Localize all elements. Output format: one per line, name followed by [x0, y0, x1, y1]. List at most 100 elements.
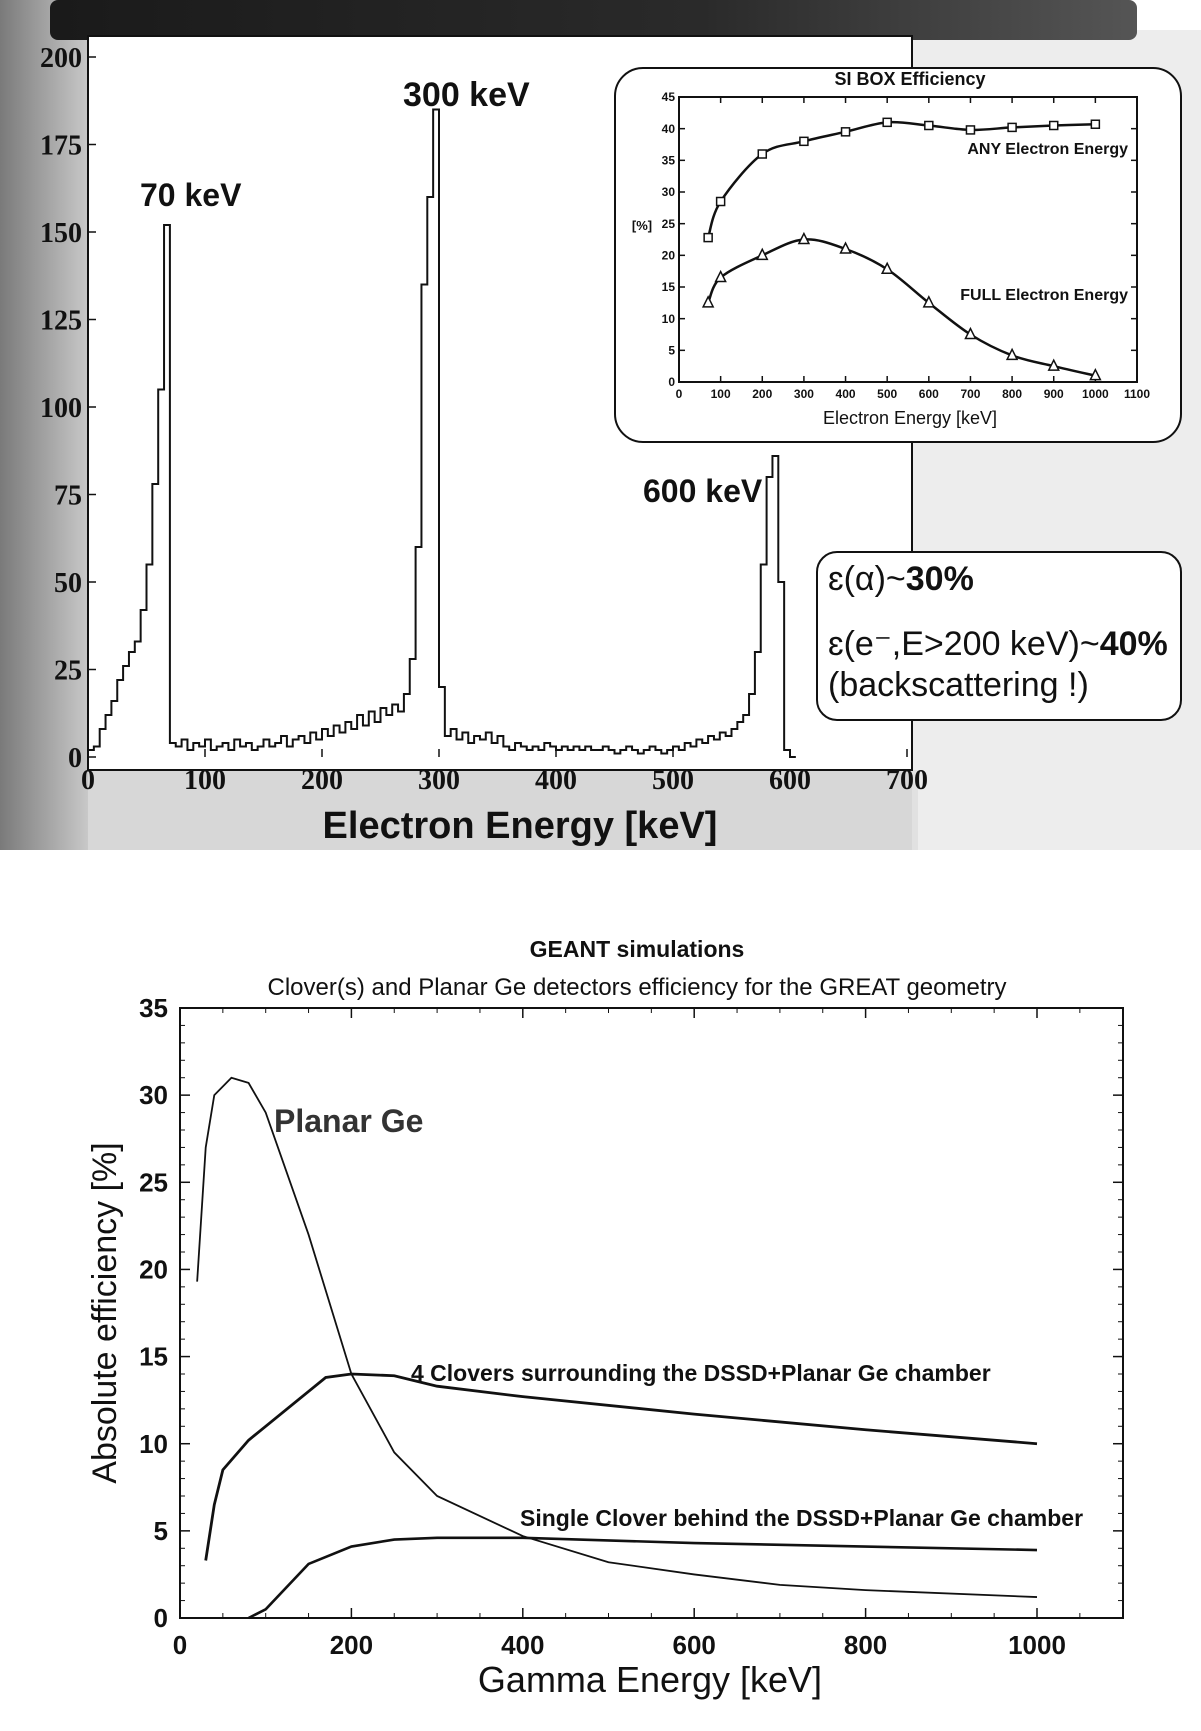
- square-marker: [757, 149, 768, 159]
- inset-plot-frame: [678, 96, 1138, 383]
- x-tick-label: 800: [1002, 387, 1022, 401]
- geant-series-line: [196, 1076, 1038, 1598]
- y-tick-label: 25: [139, 1167, 168, 1197]
- y-tick-label: 0: [68, 743, 82, 774]
- x-tick-label: 600: [919, 387, 939, 401]
- y-tick-label: 20: [662, 249, 676, 263]
- geant-title: GEANT simulations: [530, 936, 745, 962]
- inset-x-label: Electron Energy [keV]: [823, 408, 997, 428]
- y-tick-label: 5: [154, 1516, 168, 1546]
- x-tick-label: 0: [81, 765, 95, 796]
- y-tick-label: 20: [139, 1255, 168, 1285]
- triangle-marker: [964, 326, 977, 340]
- peak-label-600: 600 keV: [643, 473, 763, 509]
- x-tick-label: 200: [752, 387, 772, 401]
- spectrum-x-axis-title: Electron Energy [keV]: [323, 805, 718, 847]
- x-tick-label: 0: [173, 1630, 187, 1660]
- legend-planar-ge: Planar Ge: [274, 1103, 423, 1139]
- spectrum-histogram: [87, 108, 796, 758]
- square-marker: [1007, 122, 1017, 133]
- geant-efficiency-chart: 0 200 400 600 800 1000 0 5 10 15 20 25 30 35: [139, 993, 1123, 1660]
- y-tick-label: 0: [154, 1603, 168, 1633]
- inset-title: SI BOX Efficiency: [834, 69, 985, 89]
- efficiency-alpha: ɛ(α)~30%: [828, 560, 974, 598]
- x-tick-label: 500: [652, 765, 694, 796]
- x-tick-label: 1000: [1082, 387, 1109, 401]
- y-tick-label: 10: [139, 1429, 168, 1459]
- y-tick-label: 25: [662, 217, 676, 231]
- y-tick-label: 15: [139, 1342, 168, 1372]
- y-tick-label: 30: [139, 1080, 168, 1110]
- triangle-marker: [1089, 367, 1102, 381]
- legend-4-clovers: 4 Clovers surrounding the DSSD+Planar Ge…: [411, 1360, 991, 1386]
- inset-legend-any: ANY Electron Energy: [967, 141, 1128, 158]
- square-marker: [703, 232, 713, 243]
- square-marker: [965, 125, 976, 135]
- si-box-efficiency-chart: 0 100 200 300 400 500 600 700 800 900 1000 1100 0 5 10…: [662, 90, 1151, 401]
- y-tick-label: 40: [662, 122, 676, 136]
- triangle-marker: [839, 241, 852, 254]
- triangle-marker: [701, 295, 715, 308]
- x-tick-label: 600: [673, 1630, 716, 1660]
- y-tick-label: 75: [54, 480, 82, 511]
- x-tick-label: 1100: [1124, 387, 1150, 401]
- y-tick-label: 100: [40, 393, 82, 424]
- inset-legend-full: FULL Electron Energy: [960, 287, 1128, 304]
- square-marker: [882, 117, 892, 128]
- inset-y-label: [%]: [632, 218, 652, 233]
- y-tick-label: 50: [54, 568, 82, 599]
- triangle-marker: [756, 247, 769, 261]
- y-tick-label: 35: [139, 993, 168, 1023]
- y-tick-label: 10: [662, 312, 676, 326]
- x-tick-label: 500: [877, 387, 897, 401]
- x-tick-label: 800: [844, 1630, 887, 1660]
- spectrum-chart: 0 100 200 300 400 500 600 700025507510012515017…: [40, 43, 928, 796]
- y-tick-label: 125: [40, 305, 82, 336]
- x-tick-label: 400: [535, 765, 577, 796]
- x-tick-label: 0: [676, 387, 683, 401]
- triangle-marker: [714, 269, 727, 283]
- inset-box: [614, 67, 1182, 443]
- efficiency-electron: ɛ(e⁻,E>200 keV)~40%: [828, 625, 1168, 663]
- x-tick-label: 100: [711, 387, 731, 401]
- peak-label-300: 300 keV: [403, 76, 530, 114]
- header-bar: [50, 0, 1137, 40]
- y-tick-label: 5: [668, 344, 675, 358]
- y-tick-label: 175: [40, 130, 82, 161]
- x-tick-label: 300: [794, 387, 814, 401]
- square-marker: [924, 120, 934, 131]
- triangle-marker: [922, 295, 936, 308]
- y-tick-label: 15: [662, 280, 676, 294]
- x-tick-label: 400: [501, 1630, 544, 1660]
- y-tick-label: 25: [54, 655, 82, 686]
- x-tick-label: 400: [836, 387, 856, 401]
- geant-series-line: [247, 1536, 1038, 1620]
- legend-single-clover: Single Clover behind the DSSD+Planar Ge …: [520, 1505, 1083, 1531]
- square-marker: [799, 136, 809, 147]
- x-tick-label: 600: [769, 765, 811, 796]
- y-tick-label: 35: [662, 154, 676, 168]
- geant-x-axis-title: Gamma Energy [keV]: [478, 1659, 822, 1700]
- x-tick-label: 900: [1044, 387, 1064, 401]
- square-marker: [1048, 120, 1059, 131]
- x-tick-label: 700: [886, 765, 928, 796]
- y-tick-label: 30: [662, 185, 676, 199]
- scan-left-strip: [0, 0, 88, 850]
- x-tick-label: 700: [960, 387, 980, 401]
- efficiency-note: (backscattering !): [828, 666, 1089, 704]
- triangle-marker: [1047, 358, 1060, 371]
- scan-bottom-band: [88, 770, 918, 850]
- square-marker: [715, 196, 726, 207]
- efficiency-textbox: [816, 551, 1182, 721]
- square-marker: [1090, 119, 1101, 129]
- x-tick-label: 100: [184, 765, 226, 796]
- geant-subtitle: Clover(s) and Planar Ge detectors effici…: [268, 974, 1007, 1001]
- x-tick-label: 300: [418, 765, 460, 796]
- peak-label-70: 70 keV: [140, 177, 242, 213]
- x-tick-label: 200: [301, 765, 343, 796]
- triangle-marker: [1005, 347, 1019, 361]
- x-tick-label: 200: [330, 1630, 373, 1660]
- square-marker: [840, 127, 851, 137]
- y-tick-label: 0: [668, 375, 675, 389]
